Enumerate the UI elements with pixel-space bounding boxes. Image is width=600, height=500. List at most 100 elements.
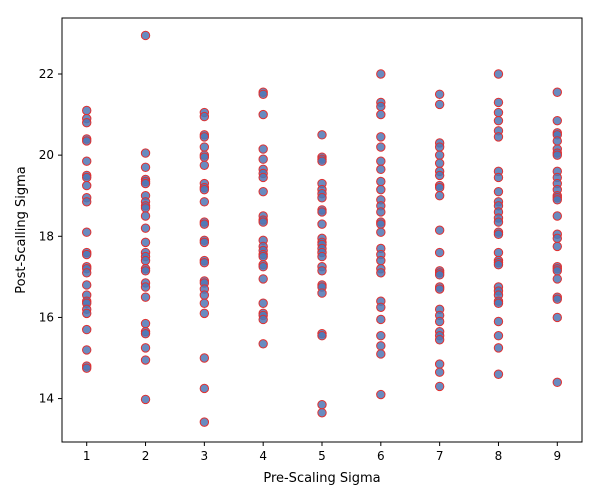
data-point <box>434 359 445 369</box>
data-point <box>493 172 504 183</box>
data-point <box>493 247 504 258</box>
x-axis-ticks: 1 2 3 4 5 6 7 8 9 <box>83 442 561 463</box>
data-point <box>493 343 504 353</box>
y-tick-label: 20 <box>39 148 54 162</box>
data-point <box>140 394 151 405</box>
data-point <box>140 318 151 329</box>
data-point <box>434 182 445 193</box>
data-point <box>493 369 504 379</box>
data-point <box>140 255 151 266</box>
data-point <box>434 225 445 235</box>
x-tick-label: 9 <box>553 449 561 463</box>
data-point <box>82 363 92 373</box>
data-point <box>552 150 562 160</box>
data-point <box>258 109 268 120</box>
data-point <box>199 219 210 229</box>
data-point <box>376 331 386 341</box>
data-point <box>199 197 210 207</box>
data-point <box>317 266 327 276</box>
data-point <box>258 298 268 308</box>
data-point <box>140 237 151 248</box>
data-point <box>199 184 210 195</box>
data-point <box>376 176 386 187</box>
data-point <box>140 211 151 221</box>
data-point <box>199 417 210 427</box>
data-point <box>376 349 386 359</box>
plot-area <box>62 18 582 442</box>
data-point <box>140 282 151 292</box>
data-point <box>376 207 386 217</box>
data-point <box>376 341 386 351</box>
data-point <box>82 249 92 260</box>
data-point <box>434 89 445 99</box>
data-point <box>199 111 210 122</box>
data-point <box>199 353 210 363</box>
data-point <box>376 314 386 325</box>
y-axis-label: Post-Scalling Sigma <box>14 166 29 293</box>
data-point <box>493 229 504 239</box>
data-point <box>317 156 327 166</box>
data-point <box>552 377 562 388</box>
data-point <box>82 180 92 191</box>
data-point <box>199 383 210 394</box>
data-point <box>552 195 562 205</box>
x-tick-label: 1 <box>83 449 91 463</box>
data-point <box>140 223 151 233</box>
data-point <box>258 172 268 183</box>
data-point <box>140 30 151 41</box>
data-point <box>140 203 151 213</box>
data-point <box>376 69 386 79</box>
data-point <box>82 136 92 146</box>
data-point <box>493 115 504 126</box>
data-point <box>317 207 327 217</box>
x-tick-label: 5 <box>318 449 326 463</box>
data-point <box>199 237 210 248</box>
data-point <box>434 247 445 258</box>
data-point <box>552 312 562 323</box>
data-point <box>493 132 504 142</box>
data-point <box>82 227 92 237</box>
data-point <box>376 156 386 166</box>
data-point <box>376 302 386 312</box>
data-point <box>434 158 445 168</box>
data-point <box>434 270 445 280</box>
data-point <box>140 343 151 353</box>
data-point <box>552 241 562 252</box>
data-point <box>140 148 151 158</box>
data-point <box>82 105 92 116</box>
data-point <box>199 132 210 142</box>
data-point <box>552 136 562 146</box>
data-point <box>434 170 445 181</box>
data-point <box>258 186 268 197</box>
y-tick-label: 18 <box>39 229 54 243</box>
data-point <box>376 389 386 400</box>
data-point <box>493 259 504 270</box>
data-point <box>199 160 210 170</box>
data-point <box>82 268 92 278</box>
data-point <box>376 227 386 237</box>
data-point <box>493 97 504 108</box>
data-point <box>434 367 445 377</box>
data-point <box>258 262 268 272</box>
x-tick-label: 6 <box>377 449 385 463</box>
data-point <box>434 316 445 327</box>
data-point <box>258 217 268 227</box>
data-point <box>317 130 327 140</box>
x-tick-label: 2 <box>142 449 150 463</box>
data-point <box>552 266 562 276</box>
data-point <box>376 109 386 120</box>
data-point <box>199 257 210 268</box>
data-point <box>552 274 562 284</box>
data-point <box>140 162 151 173</box>
data-point <box>82 197 92 207</box>
data-point <box>258 314 268 325</box>
data-point <box>434 191 445 201</box>
data-point <box>376 219 386 229</box>
data-point <box>82 308 92 319</box>
data-points <box>82 30 562 427</box>
data-point <box>493 186 504 197</box>
data-point <box>434 284 445 294</box>
data-point <box>140 292 151 302</box>
data-point <box>258 251 268 262</box>
